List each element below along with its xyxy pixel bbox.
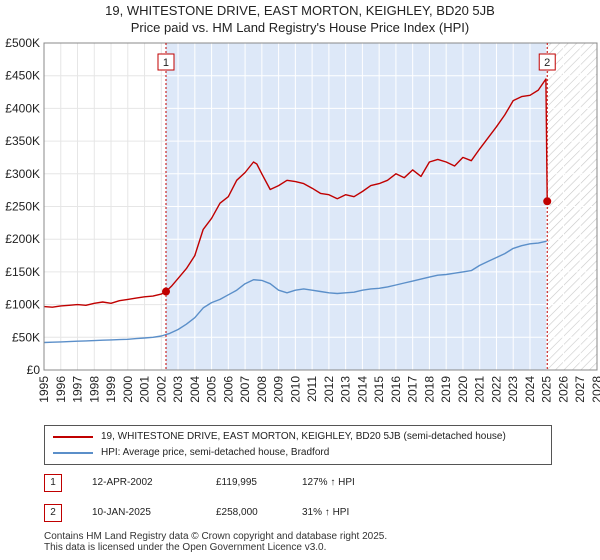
y-tick-label: £100K [5, 298, 40, 312]
x-tick-label: 2015 [372, 376, 386, 403]
sale-marker-box [538, 53, 556, 71]
x-tick-label: 2026 [556, 376, 570, 403]
x-tick-label: 1997 [71, 376, 85, 403]
sale-marker-label: 1 [163, 57, 169, 69]
property-price-line [43, 78, 548, 308]
transaction-hpi-change: 127% ↑ HPI [302, 477, 355, 488]
x-tick-label: 2000 [121, 376, 135, 403]
y-tick-label: £300K [5, 167, 40, 181]
x-tick-label: 2004 [188, 376, 202, 403]
x-tick-label: 2003 [171, 376, 185, 403]
transaction-date: 12-APR-2002 [92, 477, 153, 488]
transaction-date: 10-JAN-2025 [92, 507, 151, 518]
y-tick-label: £0 [27, 363, 41, 377]
x-tick-label: 1998 [87, 376, 101, 403]
x-tick-label: 2013 [339, 376, 353, 403]
x-tick-label: 2028 [590, 376, 600, 403]
chart-legend: 19, WHITESTONE DRIVE, EAST MORTON, KEIGH… [44, 425, 552, 465]
transaction-badge: 2 [44, 504, 62, 522]
x-tick-label: 2008 [255, 376, 269, 403]
transaction-price: £258,000 [216, 507, 258, 518]
x-tick-label: 2027 [573, 376, 587, 403]
price-chart: £0 £50K £100K £150K £200K £250K £300K £350K £400… [5, 36, 600, 403]
x-tick-label: 2024 [523, 376, 537, 403]
chart-title: 19, WHITESTONE DRIVE, EAST MORTON, KEIGH… [105, 3, 495, 18]
y-tick-label: £200K [5, 232, 40, 246]
x-tick-label: 2018 [422, 376, 436, 403]
x-tick-label: 2023 [506, 376, 520, 403]
footer-licence: This data is licensed under the Open Gov… [44, 542, 327, 553]
x-tick-label: 2021 [473, 376, 487, 403]
x-tick-label: 2025 [540, 376, 554, 403]
x-tick-label: 2019 [439, 376, 453, 403]
y-tick-label: £250K [5, 200, 40, 214]
sale-marker-box [157, 53, 175, 71]
x-tick-label: 2010 [288, 376, 302, 403]
x-tick-label: 2016 [389, 376, 403, 403]
x-tick-label: 2002 [154, 376, 168, 403]
y-tick-label: £500K [5, 36, 40, 50]
y-tick-label: £50K [12, 330, 40, 344]
x-tick-label: 2014 [355, 376, 369, 403]
legend-label-hpi: HPI: Average price, semi-detached house,… [101, 447, 330, 458]
sale-marker-label: 2 [544, 57, 550, 69]
x-tick-label: 2001 [138, 376, 152, 403]
y-tick-label: £400K [5, 101, 40, 115]
y-tick-label: £150K [5, 265, 40, 279]
x-tick-label: 2007 [238, 376, 252, 403]
chart-subtitle: Price paid vs. HM Land Registry's House … [130, 20, 470, 35]
plot-border [43, 42, 598, 371]
transaction-badge: 1 [44, 474, 62, 492]
sale-point [161, 287, 170, 296]
transaction-hpi-change: 31% ↑ HPI [302, 507, 350, 518]
footer-copyright: Contains HM Land Registry data © Crown c… [44, 531, 388, 542]
x-tick-label: 2012 [322, 376, 336, 403]
legend-swatch-hpi [53, 452, 93, 454]
x-tick-label: 2022 [489, 376, 503, 403]
transaction-price: £119,995 [216, 477, 257, 488]
y-tick-label: £450K [5, 69, 40, 83]
legend-label-property: 19, WHITESTONE DRIVE, EAST MORTON, KEIGH… [101, 431, 506, 442]
x-tick-label: 2009 [272, 376, 286, 403]
x-tick-label: 2020 [456, 376, 470, 403]
hpi-line [43, 240, 547, 344]
x-tick-label: 2011 [305, 376, 319, 402]
x-tick-label: 2005 [205, 376, 219, 403]
x-tick-label: 1995 [37, 376, 51, 403]
x-tick-label: 2017 [406, 376, 420, 403]
x-tick-label: 1999 [104, 376, 118, 403]
x-tick-label: 1996 [54, 376, 68, 403]
y-tick-label: £350K [5, 134, 40, 148]
legend-swatch-property [53, 436, 93, 438]
sale-point [543, 197, 552, 206]
x-tick-label: 2006 [221, 376, 235, 403]
